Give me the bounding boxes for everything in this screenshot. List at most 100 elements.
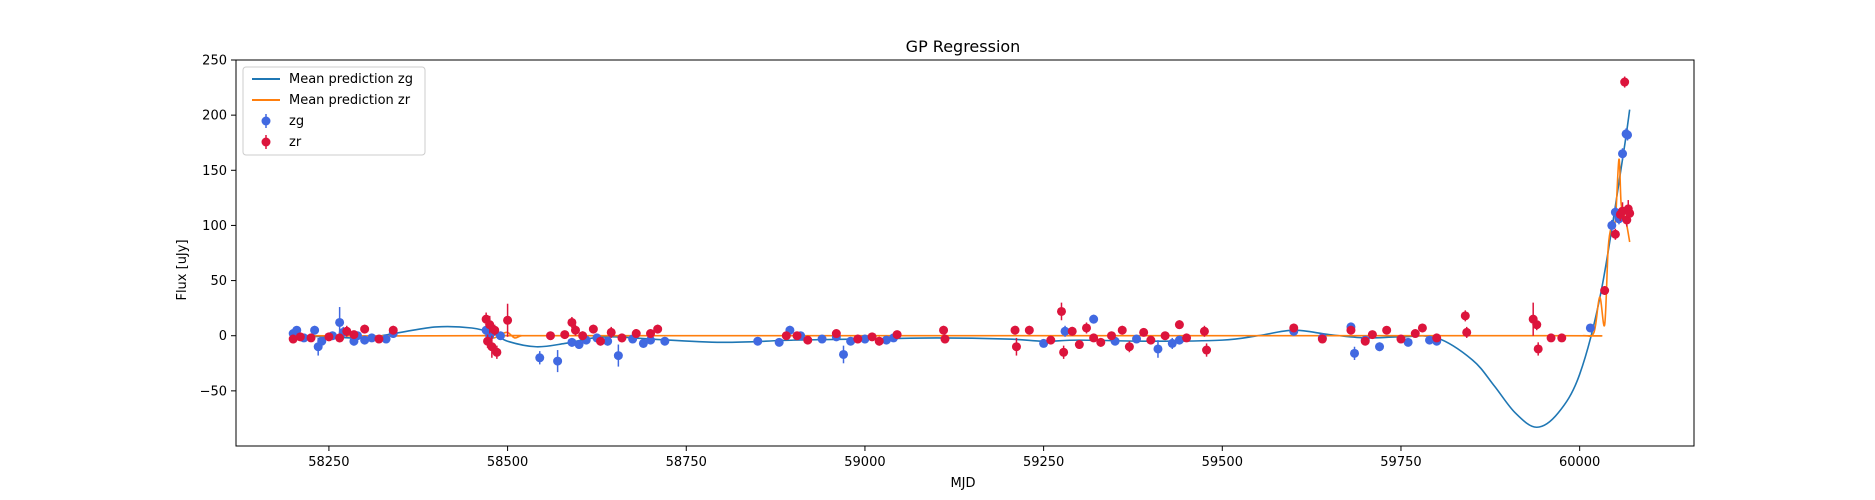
data-point-zr bbox=[1367, 330, 1377, 340]
data-point-zg bbox=[753, 336, 763, 346]
data-point-zr bbox=[490, 325, 500, 335]
data-point-zr bbox=[1096, 337, 1106, 347]
data-point-zr bbox=[567, 317, 577, 327]
data-point-zg bbox=[1618, 149, 1628, 159]
data-point-zr bbox=[1360, 336, 1370, 346]
data-point-zr bbox=[1174, 320, 1184, 330]
legend-frame bbox=[242, 66, 426, 156]
data-point-zg bbox=[660, 336, 670, 346]
data-point-zr bbox=[606, 327, 616, 337]
y-tick-label: 100 bbox=[202, 219, 227, 234]
data-point-zg bbox=[774, 337, 784, 347]
data-point-zr bbox=[1620, 77, 1630, 87]
data-point-zr bbox=[1182, 333, 1192, 343]
data-point-zr bbox=[1346, 325, 1356, 335]
data-point-zg bbox=[603, 336, 613, 346]
data-point-zr bbox=[1074, 340, 1084, 350]
data-point-zr bbox=[374, 334, 384, 344]
x-axis-label: MJD bbox=[950, 476, 975, 491]
plot-area bbox=[288, 76, 1635, 429]
data-point-zr bbox=[1046, 335, 1056, 345]
legend-label-mean-zr: Mean prediction zr bbox=[289, 93, 411, 108]
legend-label-zr: zr bbox=[289, 135, 302, 150]
data-point-zg bbox=[613, 351, 623, 361]
data-point-zg bbox=[1350, 348, 1360, 358]
data-point-zg bbox=[535, 353, 545, 363]
data-point-zg bbox=[860, 334, 870, 344]
data-point-zg bbox=[1375, 342, 1385, 352]
legend: Mean prediction zg Mean prediction zr zg… bbox=[242, 66, 426, 156]
data-point-zr bbox=[867, 332, 877, 342]
x-tick-label: 59250 bbox=[1023, 455, 1064, 470]
data-point-zr bbox=[1533, 344, 1543, 354]
data-point-zg bbox=[1167, 338, 1177, 348]
data-point-zr bbox=[578, 331, 588, 341]
y-tick-label: 200 bbox=[202, 109, 227, 124]
data-point-zg bbox=[1089, 314, 1099, 324]
y-tick-label: −50 bbox=[200, 384, 227, 399]
data-point-zr bbox=[617, 333, 627, 343]
chart-title: GP Regression bbox=[906, 37, 1021, 56]
plot-frame bbox=[235, 59, 1695, 447]
data-point-zr bbox=[1056, 306, 1066, 316]
data-point-zg bbox=[839, 349, 848, 359]
data-point-zr bbox=[1382, 325, 1392, 335]
data-point-zg bbox=[360, 335, 370, 345]
data-point-zr bbox=[306, 333, 316, 343]
data-point-zr bbox=[1059, 347, 1069, 357]
data-point-zr bbox=[1024, 325, 1034, 335]
data-point-zr bbox=[342, 326, 352, 336]
data-point-zg bbox=[1039, 338, 1049, 348]
data-point-zg bbox=[846, 336, 856, 346]
data-point-zr bbox=[1610, 229, 1620, 239]
data-point-zg bbox=[495, 331, 505, 341]
data-point-zr bbox=[1089, 333, 1099, 343]
data-point-zg bbox=[881, 335, 891, 345]
data-point-zr bbox=[853, 334, 863, 344]
data-point-zr bbox=[1117, 325, 1127, 335]
data-point-zr bbox=[335, 333, 345, 343]
data-point-zg bbox=[817, 334, 827, 344]
data-point-zg bbox=[1174, 335, 1184, 345]
axes: 58250 58500 58750 59000 59250 59500 59750 60000… bbox=[200, 54, 1695, 470]
data-point-zr bbox=[1010, 325, 1020, 335]
data-point-zr bbox=[1067, 326, 1077, 336]
data-point-zg bbox=[317, 336, 327, 346]
data-point-zr bbox=[570, 325, 580, 335]
data-point-zr bbox=[831, 329, 841, 339]
data-point-zr bbox=[1410, 329, 1420, 339]
data-point-zr bbox=[388, 325, 398, 335]
data-point-zr bbox=[1202, 345, 1212, 355]
y-tick-label: 50 bbox=[210, 274, 227, 289]
y-tick-label: 0 bbox=[219, 329, 227, 344]
legend-marker-zg-icon bbox=[261, 116, 271, 126]
data-point-zr bbox=[653, 324, 663, 334]
data-point-zr bbox=[1460, 311, 1470, 321]
data-point-zr bbox=[596, 336, 605, 346]
data-point-zr bbox=[1124, 342, 1134, 352]
data-point-zr bbox=[545, 331, 555, 341]
plot-content bbox=[288, 76, 1635, 429]
data-point-zg bbox=[1153, 344, 1163, 354]
x-tick-label: 60000 bbox=[1559, 455, 1600, 470]
x-tick-label: 59750 bbox=[1380, 455, 1421, 470]
data-point-zr bbox=[349, 330, 359, 340]
data-point-zr bbox=[560, 330, 570, 340]
data-point-zg bbox=[638, 338, 648, 348]
data-point-zr bbox=[1557, 333, 1567, 343]
data-point-zr bbox=[1600, 285, 1610, 295]
data-point-zr bbox=[646, 329, 656, 339]
data-point-zr bbox=[1546, 333, 1556, 343]
data-point-zr bbox=[1107, 331, 1117, 341]
data-point-zr bbox=[892, 330, 902, 340]
data-point-zr bbox=[939, 325, 949, 335]
data-point-zg bbox=[1425, 335, 1435, 345]
data-point-zr bbox=[295, 332, 305, 342]
data-point-zg bbox=[646, 335, 656, 345]
y-axis-label: Flux [uJy] bbox=[175, 239, 190, 300]
data-point-zr bbox=[1139, 327, 1149, 337]
data-point-zr bbox=[1462, 327, 1472, 337]
data-point-zg bbox=[1060, 326, 1070, 336]
data-point-zr bbox=[360, 324, 370, 334]
